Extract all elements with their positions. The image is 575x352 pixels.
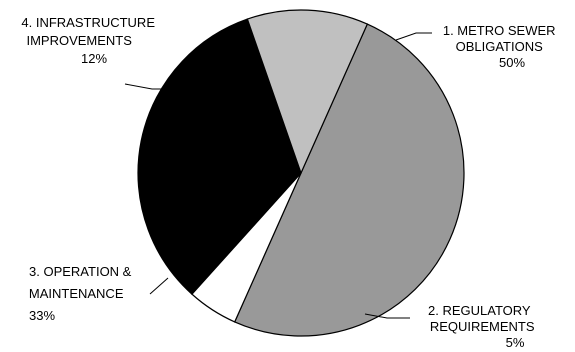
slice-percent: 5% — [506, 335, 525, 350]
slice-name-line: 2. REGULATORY — [428, 303, 531, 318]
slice-name-line: REQUIREMENTS — [430, 319, 535, 334]
slice-name-line: 1. METRO SEWER — [443, 23, 556, 38]
slice-label-metro-sewer: 1. METRO SEWER OBLIGATIONS 50% — [443, 23, 559, 70]
slice-label-operation: 3. OPERATION & MAINTENANCE 33% — [29, 264, 135, 323]
leader-line-operation — [149, 277, 169, 295]
pie-slice-infrastructure — [246, 9, 369, 175]
slice-name-line: 4. INFRASTRUCTURE — [21, 15, 155, 30]
slice-percent: 33% — [29, 308, 55, 323]
leader-line-infrastructure — [124, 83, 164, 90]
slice-name-line: 3. OPERATION & — [29, 264, 132, 279]
slice-percent: 50% — [499, 55, 525, 70]
slice-label-infrastructure: 4. INFRASTRUCTURE IMPROVEMENTS 12% — [21, 15, 158, 66]
leader-line-regulatory — [364, 313, 410, 319]
slice-label-regulatory: 2. REGULATORY REQUIREMENTS 5% — [428, 303, 538, 350]
leader-line-metro-sewer — [395, 32, 432, 41]
slice-name-line: OBLIGATIONS — [456, 39, 543, 54]
pie-slices — [137, 9, 465, 337]
slice-name-line: MAINTENANCE — [29, 286, 124, 301]
pie-slice-metro-sewer — [233, 23, 465, 337]
pie-slice-operation — [137, 18, 302, 295]
slice-name-line: IMPROVEMENTS — [26, 33, 132, 48]
slice-percent: 12% — [81, 51, 107, 66]
